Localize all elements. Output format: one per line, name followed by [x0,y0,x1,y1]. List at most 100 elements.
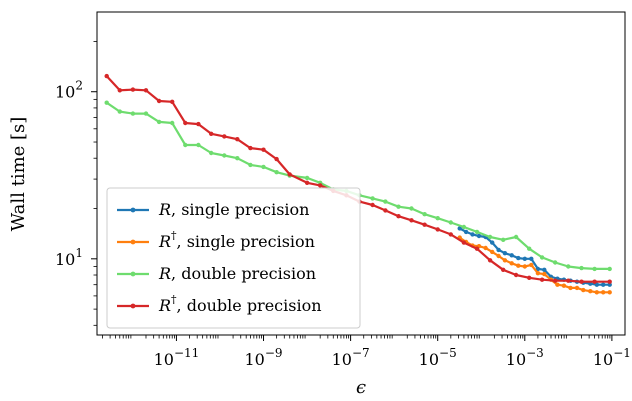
data-point [490,249,495,255]
data-point [183,142,188,148]
legend-item: R, double precision [117,264,316,283]
data-point [170,99,175,105]
data-point [448,220,453,225]
data-point [222,134,227,139]
data-point [516,263,521,268]
data-point [487,258,493,263]
data-point [588,289,593,294]
legend: R, single precision R†, single precision R… [106,187,361,329]
data-point [522,264,527,269]
data-point [474,229,480,235]
legend-item: R†, single precision [117,229,315,251]
data-point [409,218,414,223]
data-point [553,278,558,283]
data-point [318,183,323,188]
data-point [143,111,149,116]
legend-item: R†, double precision [117,293,322,315]
data-point [542,271,547,277]
data-point [304,180,310,185]
legend-marker [130,207,136,213]
legend-marker [130,303,136,309]
data-point [527,246,532,251]
data-point [463,229,469,235]
data-point [592,279,597,284]
data-point [156,119,162,125]
data-point [501,237,506,242]
data-point [535,266,541,272]
data-point [274,170,279,175]
data-point [496,253,501,259]
legend-label: R, single precision [158,200,309,219]
data-point [422,222,427,227]
data-point [396,204,401,209]
data-point [607,266,612,272]
x-axis-label: ϵ [356,377,366,398]
data-point [496,247,501,253]
data-point [527,275,532,280]
data-point [435,216,440,221]
data-point [117,109,123,114]
data-point [396,214,401,219]
data-point [248,162,253,168]
data-point [104,100,109,105]
data-point [476,233,482,239]
data-point [594,290,599,295]
axes-frame [96,11,626,336]
data-point [196,142,201,148]
data-point [435,227,440,232]
data-point [104,73,109,79]
data-point [130,87,136,92]
data-point [183,120,188,126]
data-point [170,120,175,126]
data-point [409,206,414,211]
data-point [461,240,467,245]
data-point [209,150,214,156]
y-tick-label: 101 [55,246,83,269]
data-point [561,283,567,288]
data-point [422,212,427,217]
data-point [555,282,560,287]
x-tick-label: 10−1 [593,346,631,369]
legend-label: R†, double precision [158,293,322,315]
data-point [470,232,475,237]
data-point [209,131,214,136]
data-point [509,253,514,258]
legend-label: R, double precision [158,264,316,283]
data-point [457,226,462,231]
data-point [529,262,534,268]
data-point [566,278,571,283]
data-point [601,290,606,295]
data-point [490,240,495,245]
data-point [502,258,508,263]
x-tick-label: 10−3 [506,346,544,369]
y-tick-label: 102 [55,79,83,102]
x-tick-label: 10−5 [419,346,457,369]
data-point [513,234,519,240]
data-point [222,153,227,158]
data-point [287,172,292,177]
data-point [539,255,545,260]
data-point [248,145,253,151]
series-1 [457,226,612,287]
data-point [156,98,162,104]
data-point [370,202,375,208]
legend-box [106,187,361,329]
ticks-layer: 10−11 10−9 10−7 10−5 10−3 10−1 101 102 [55,41,631,369]
legend-label: R†, single precision [158,229,315,251]
x-tick-label: 10−11 [154,346,200,369]
data-point [579,265,584,271]
data-point [539,277,545,282]
data-point [483,245,488,251]
data-point [601,282,606,287]
data-point [304,175,310,181]
data-point [370,196,375,201]
data-point [235,137,240,142]
data-point [502,251,508,256]
data-point [542,267,547,272]
legend-item: R, single precision [117,200,309,219]
x-tick-label: 10−9 [244,346,282,369]
data-point [535,271,541,276]
data-point [383,199,388,204]
data-point [448,232,453,237]
